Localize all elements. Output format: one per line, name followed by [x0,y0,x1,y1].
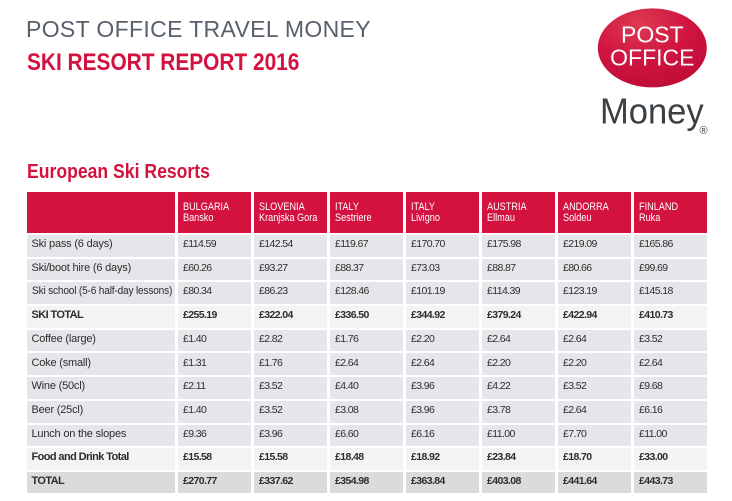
svg-text:POST: POST [621,22,684,48]
svg-text:®: ® [700,125,708,137]
svg-text:Money: Money [600,92,704,132]
svg-text:OFFICE: OFFICE [610,45,694,71]
